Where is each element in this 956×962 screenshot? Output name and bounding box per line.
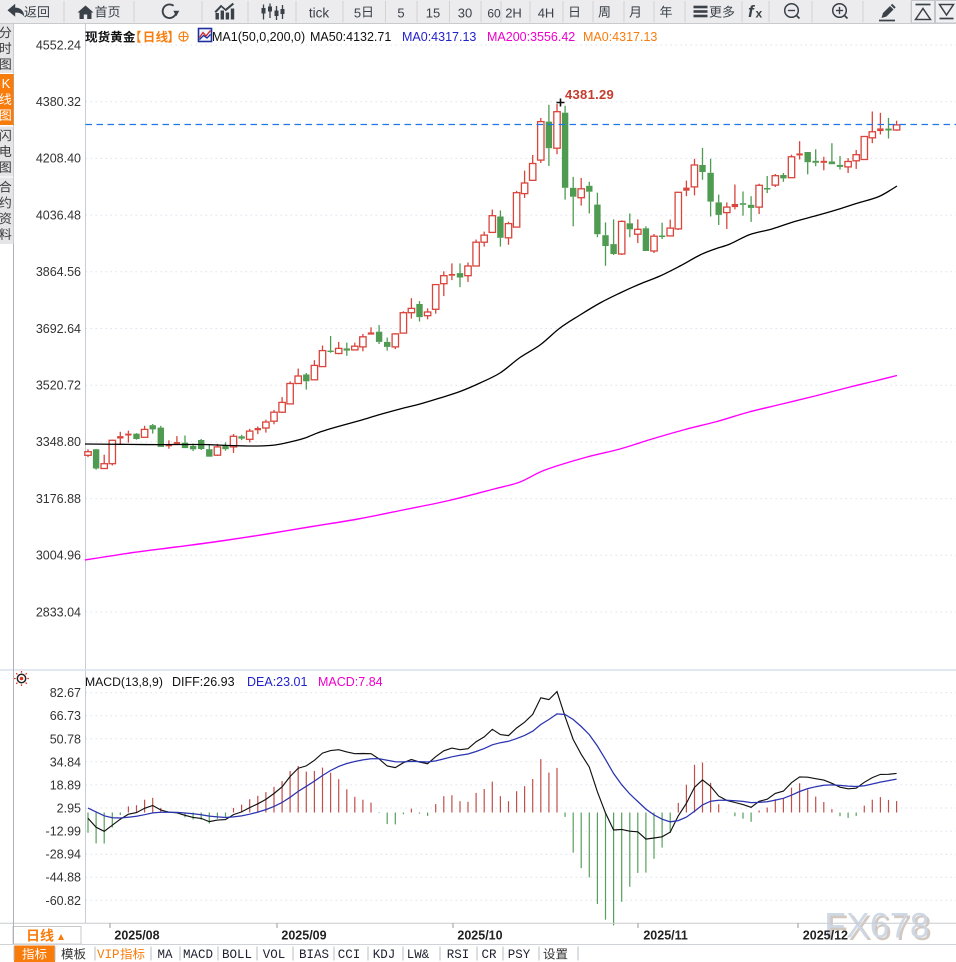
svg-text:MACD:7.84: MACD:7.84 [318,675,383,689]
svg-text:3004.96: 3004.96 [36,549,81,563]
svg-text:3864.56: 3864.56 [36,265,81,279]
svg-text:-12.99: -12.99 [46,825,81,839]
svg-text:CCI: CCI [338,948,361,962]
svg-text:5: 5 [354,5,361,20]
svg-text:3692.64: 3692.64 [36,322,81,336]
svg-text:MA50:4132.71: MA50:4132.71 [310,30,391,44]
svg-text:LW&: LW& [407,948,430,962]
svg-text:MA: MA [157,948,173,962]
svg-text:RSI: RSI [447,948,470,962]
svg-text:FX678: FX678 [824,907,930,946]
svg-text:30: 30 [458,5,472,20]
svg-text:2025/10: 2025/10 [457,929,502,943]
svg-text:-28.94: -28.94 [46,848,81,862]
svg-text:FX678: FX678 [827,909,933,948]
svg-text:MA1(50,0,200,0): MA1(50,0,200,0) [212,30,305,44]
svg-text:tick: tick [309,5,330,20]
svg-text:15: 15 [426,5,440,20]
svg-text:4208.40: 4208.40 [36,152,81,166]
svg-text:2025/08: 2025/08 [114,929,159,943]
svg-text:60: 60 [487,6,501,20]
svg-text:4381.29: 4381.29 [565,87,614,102]
svg-text:4380.32: 4380.32 [36,95,81,109]
svg-text:4H: 4H [538,5,555,20]
svg-text:PSY: PSY [508,948,531,962]
svg-text:3520.72: 3520.72 [36,379,81,393]
svg-text:2833.04: 2833.04 [36,605,81,619]
svg-text:50.78: 50.78 [50,732,81,746]
svg-text:K: K [2,76,11,91]
svg-text:3176.88: 3176.88 [36,492,81,506]
svg-text:4036.48: 4036.48 [36,208,81,222]
svg-text:MA200:3556.42: MA200:3556.42 [487,30,575,44]
svg-text:-60.82: -60.82 [46,894,81,908]
svg-text:2H: 2H [505,5,522,20]
svg-text:4552.24: 4552.24 [36,38,81,52]
svg-text:MA0:4317.13: MA0:4317.13 [402,30,476,44]
svg-text:DEA:23.01: DEA:23.01 [247,675,308,689]
svg-text:82.67: 82.67 [50,686,81,700]
svg-text:5: 5 [397,5,404,20]
svg-text:-44.88: -44.88 [46,871,81,885]
svg-text:x: x [756,7,763,21]
svg-text:MACD(13,8,9): MACD(13,8,9) [85,675,163,689]
svg-text:VIP: VIP [97,948,120,962]
svg-text:CR: CR [481,948,497,962]
svg-text:2025/09: 2025/09 [281,929,326,943]
svg-text:2025/12: 2025/12 [803,929,848,943]
svg-text:VOL: VOL [263,948,286,962]
svg-text:2.95: 2.95 [57,802,81,816]
svg-text:66.73: 66.73 [50,709,81,723]
svg-text:3348.80: 3348.80 [36,435,81,449]
svg-text:KDJ: KDJ [373,948,396,962]
svg-text:BIAS: BIAS [299,948,329,962]
svg-text:BOLL: BOLL [222,948,252,962]
svg-text:DIFF:26.93: DIFF:26.93 [172,675,235,689]
svg-text:18.89: 18.89 [50,778,81,792]
svg-text:f: f [748,2,756,21]
svg-text:MA0:4317.13: MA0:4317.13 [583,30,657,44]
svg-text:34.84: 34.84 [50,755,81,769]
svg-text:MACD: MACD [183,948,213,962]
svg-text:2025/11: 2025/11 [643,929,688,943]
